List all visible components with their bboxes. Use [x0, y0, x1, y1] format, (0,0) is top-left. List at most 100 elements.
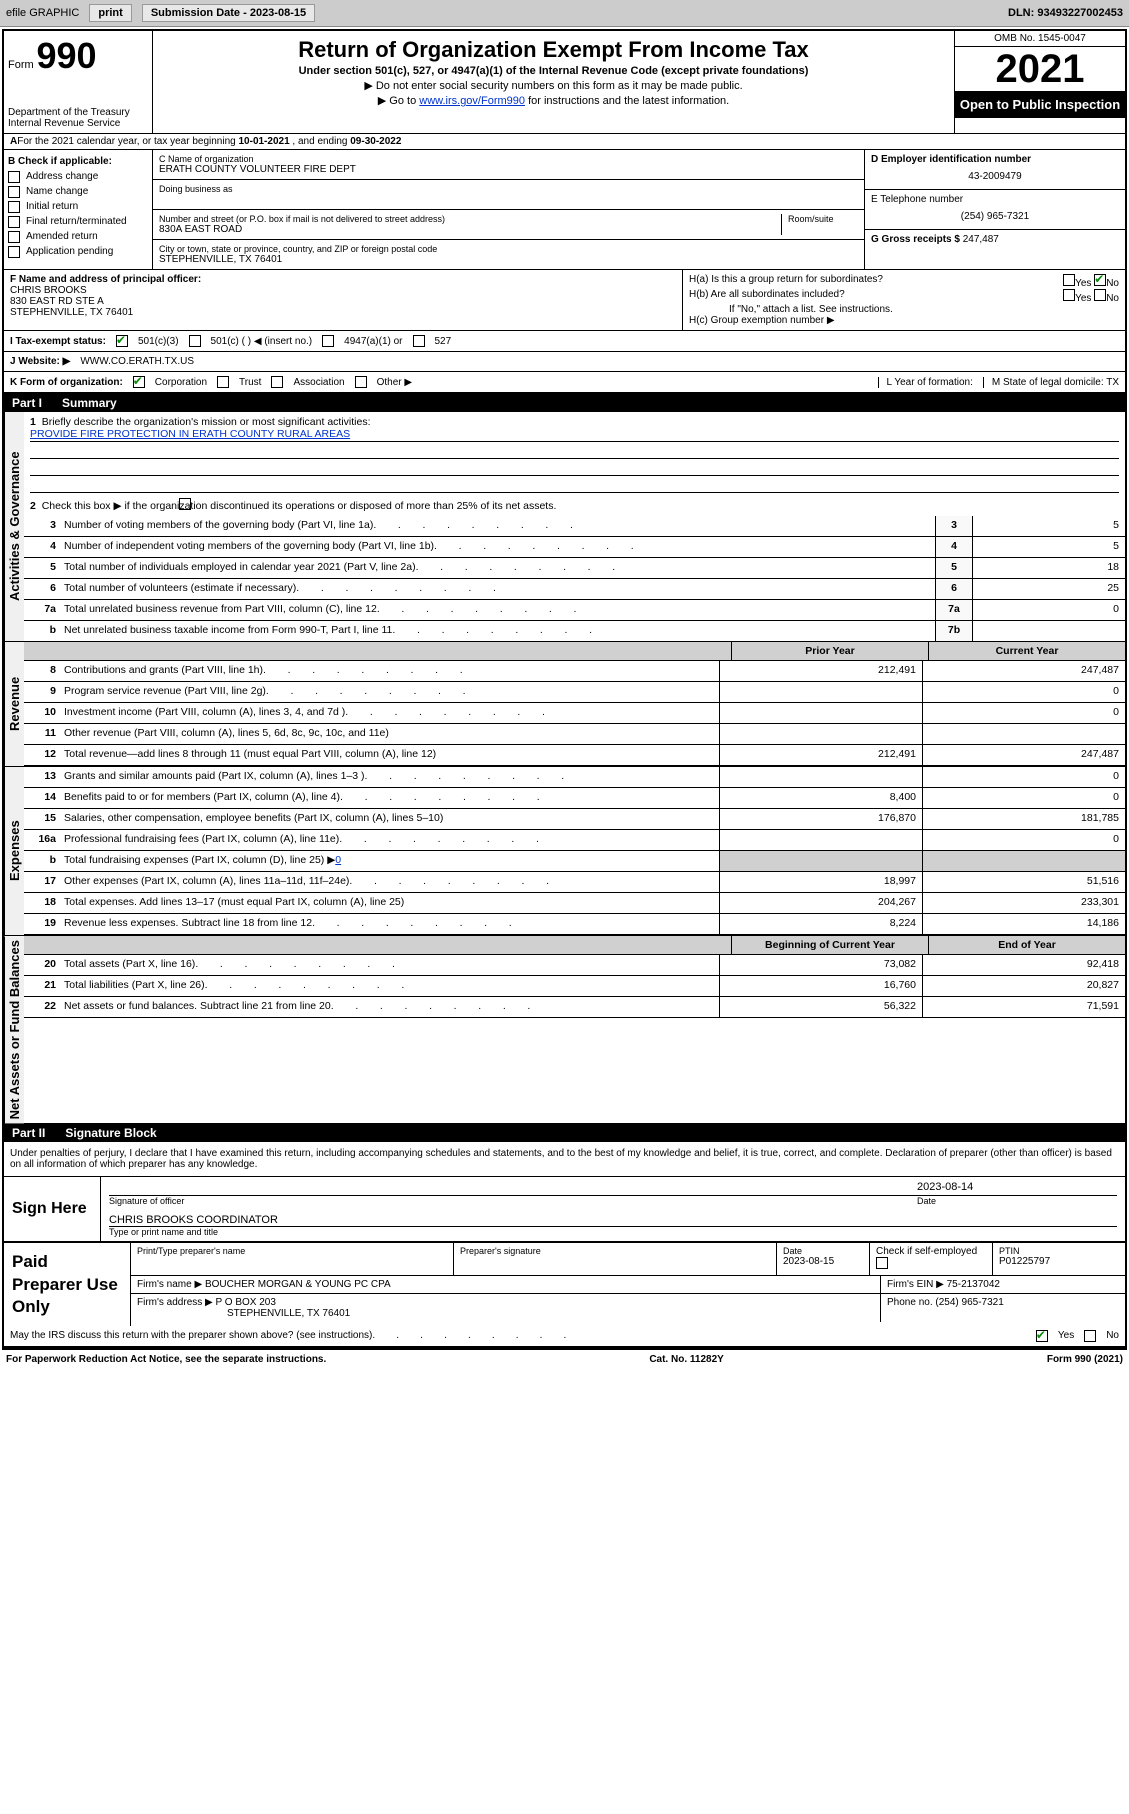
- i-501c3[interactable]: [116, 335, 128, 347]
- form-sub3: ▶ Go to www.irs.gov/Form990 for instruct…: [163, 94, 944, 107]
- k-corp-label: Corporation: [155, 377, 207, 388]
- c11: [922, 724, 1125, 744]
- q12: Total revenue—add lines 8 through 11 (mu…: [60, 745, 719, 765]
- prep-name-label: Print/Type preparer's name: [137, 1246, 447, 1256]
- p9: [719, 682, 922, 702]
- c9: 0: [922, 682, 1125, 702]
- p20: 73,082: [719, 955, 922, 975]
- i-527[interactable]: [413, 335, 425, 347]
- q11: Other revenue (Part VIII, column (A), li…: [60, 724, 719, 744]
- dln-label: DLN: 93493227002453: [1008, 7, 1123, 19]
- revenue-section: Revenue Prior YearCurrent Year 8Contribu…: [4, 642, 1125, 767]
- p21: 16,760: [719, 976, 922, 996]
- checkbox-initial-return[interactable]: [8, 201, 20, 213]
- c16b: [922, 851, 1125, 871]
- instructions-link[interactable]: www.irs.gov/Form990: [419, 95, 525, 107]
- k-assoc[interactable]: [271, 376, 283, 388]
- prep-self-employed[interactable]: [876, 1257, 888, 1269]
- i-opt3: 4947(a)(1) or: [344, 336, 402, 347]
- mission-blank3: [30, 476, 1119, 493]
- ha-yes[interactable]: [1063, 274, 1075, 286]
- b-opt-2: Initial return: [26, 199, 78, 214]
- checkbox-final-return[interactable]: [8, 216, 20, 228]
- cat-label: Cat. No. 11282Y: [649, 1354, 723, 1365]
- p11: [719, 724, 922, 744]
- d-label: D Employer identification number: [871, 154, 1119, 165]
- box-b-label: B Check if applicable:: [8, 154, 148, 169]
- inspection-label: Open to Public Inspection: [955, 91, 1125, 118]
- checkbox-name-change[interactable]: [8, 186, 20, 198]
- d-ein: 43-2009479: [871, 171, 1119, 182]
- c-room-label: Room/suite: [788, 214, 858, 224]
- q2-checkbox[interactable]: [179, 498, 191, 510]
- c15: 181,785: [922, 809, 1125, 829]
- irs-label: Internal Revenue Service: [8, 118, 148, 129]
- checkbox-amended[interactable]: [8, 231, 20, 243]
- discuss-yes[interactable]: [1036, 1330, 1048, 1342]
- line-a-begin: 10-01-2021: [238, 136, 289, 147]
- q7b: Net unrelated business taxable income fr…: [60, 621, 935, 641]
- form-title: Return of Organization Exempt From Incom…: [163, 37, 944, 63]
- q20: Total assets (Part X, line 16): [60, 955, 719, 975]
- c8: 247,487: [922, 661, 1125, 681]
- sign-here-row: Sign Here 2023-08-14 Signature of office…: [4, 1176, 1125, 1242]
- sub3-pre: ▶ Go to: [378, 95, 419, 107]
- q15: Salaries, other compensation, employee b…: [60, 809, 719, 829]
- v3: 5: [972, 516, 1125, 536]
- paperwork-label: For Paperwork Reduction Act Notice, see …: [6, 1354, 326, 1365]
- p18: 204,267: [719, 893, 922, 913]
- hb-yes[interactable]: [1063, 289, 1075, 301]
- checkbox-address-change[interactable]: [8, 171, 20, 183]
- p16b: [719, 851, 922, 871]
- i-label: I Tax-exempt status:: [10, 336, 106, 347]
- b-opt-0: Address change: [26, 169, 98, 184]
- prep-date-label: Date: [783, 1246, 863, 1256]
- p17: 18,997: [719, 872, 922, 892]
- prep-sig-label: Preparer's signature: [460, 1246, 770, 1256]
- ptin-label: PTIN: [999, 1246, 1119, 1256]
- p14: 8,400: [719, 788, 922, 808]
- k-trust[interactable]: [217, 376, 229, 388]
- hb-no[interactable]: [1094, 289, 1106, 301]
- c14: 0: [922, 788, 1125, 808]
- part2-title: Signature Block: [65, 1126, 156, 1140]
- part2-header: Part II Signature Block: [4, 1124, 1125, 1142]
- c-street-label: Number and street (or P.O. box if mail i…: [159, 214, 741, 224]
- k-corp[interactable]: [133, 376, 145, 388]
- ha-no[interactable]: [1094, 274, 1106, 286]
- print-button[interactable]: print: [89, 4, 131, 22]
- line-klm: K Form of organization: Corporation Trus…: [4, 372, 1125, 394]
- q13: Grants and similar amounts paid (Part IX…: [60, 767, 719, 787]
- tax-year: 2021: [955, 47, 1125, 91]
- i-4947[interactable]: [322, 335, 334, 347]
- exp-label: Expenses: [4, 767, 24, 935]
- k-other[interactable]: [355, 376, 367, 388]
- firm-phone: (254) 965-7321: [935, 1297, 1003, 1308]
- current-year-header: Current Year: [928, 642, 1125, 660]
- checkbox-app-pending[interactable]: [8, 246, 20, 258]
- form-sub1: Under section 501(c), 527, or 4947(a)(1)…: [163, 65, 944, 77]
- discuss-yes-label: Yes: [1058, 1330, 1074, 1341]
- gov-label: Activities & Governance: [4, 412, 24, 641]
- firm-addr1: P O BOX 203: [216, 1297, 276, 1308]
- m-value: TX: [1106, 377, 1119, 388]
- box-c: C Name of organization ERATH COUNTY VOLU…: [153, 150, 864, 269]
- form-frame: Form 990 Department of the Treasury Inte…: [2, 29, 1127, 1350]
- q7a: Total unrelated business revenue from Pa…: [60, 600, 935, 620]
- c13: 0: [922, 767, 1125, 787]
- form-word: Form: [8, 59, 34, 71]
- penalty-text: Under penalties of perjury, I declare th…: [4, 1142, 1125, 1176]
- line-j: J Website: ▶ WWW.CO.ERATH.TX.US: [4, 352, 1125, 372]
- mission-blank2: [30, 459, 1119, 476]
- sig-name-title-label: Type or print name and title: [109, 1227, 1117, 1237]
- i-501c[interactable]: [189, 335, 201, 347]
- q22: Net assets or fund balances. Subtract li…: [60, 997, 719, 1017]
- hb-label: H(b) Are all subordinates included?: [689, 289, 1063, 304]
- q16b-pre: Total fundraising expenses (Part IX, col…: [64, 854, 335, 866]
- website-value: WWW.CO.ERATH.TX.US: [80, 356, 194, 367]
- discuss-no[interactable]: [1084, 1330, 1096, 1342]
- org-name: ERATH COUNTY VOLUNTEER FIRE DEPT: [159, 164, 858, 175]
- ha-no-label: No: [1106, 278, 1119, 289]
- submission-date-button[interactable]: Submission Date - 2023-08-15: [142, 4, 315, 22]
- hc-label: H(c) Group exemption number ▶: [689, 315, 1119, 326]
